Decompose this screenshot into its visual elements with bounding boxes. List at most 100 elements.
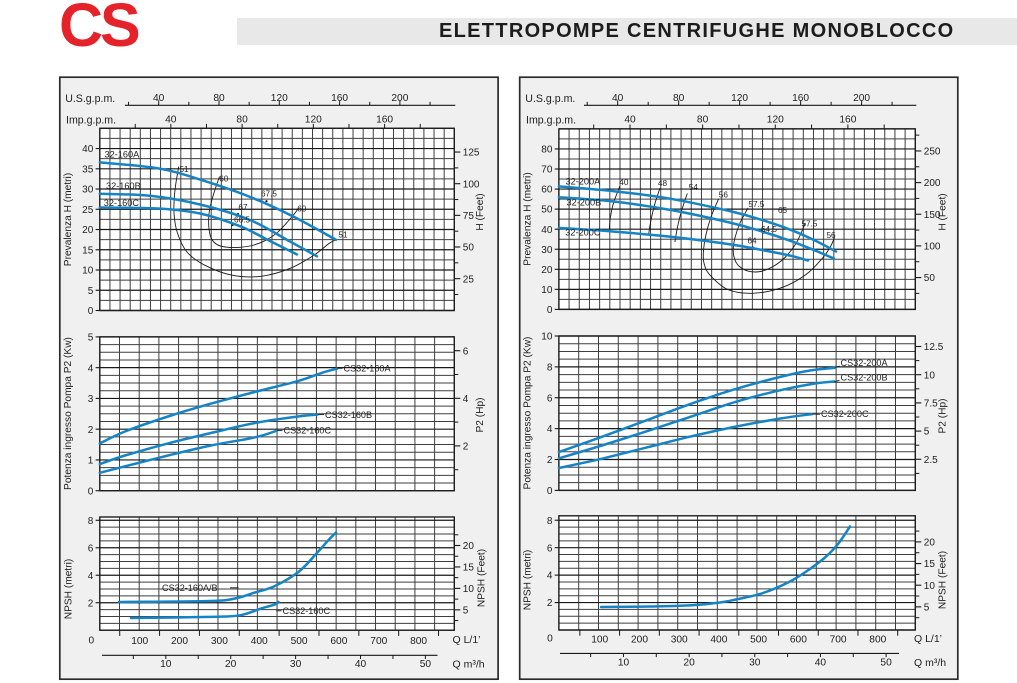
svg-text:NPSH (Feet): NPSH (Feet) — [938, 551, 949, 609]
svg-text:2: 2 — [88, 598, 94, 609]
svg-text:25: 25 — [463, 274, 475, 285]
svg-text:10: 10 — [924, 370, 936, 381]
svg-text:20: 20 — [225, 659, 237, 670]
svg-text:100: 100 — [591, 634, 608, 645]
svg-text:125: 125 — [463, 148, 480, 159]
svg-text:H (Feet): H (Feet) — [475, 193, 486, 230]
svg-text:20: 20 — [924, 538, 936, 549]
svg-text:40: 40 — [612, 93, 624, 104]
svg-text:15: 15 — [82, 245, 94, 256]
svg-text:50: 50 — [880, 658, 892, 669]
svg-text:CS32-160C: CS32-160C — [283, 606, 331, 616]
svg-text:100: 100 — [463, 179, 480, 190]
svg-text:Q L/1’: Q L/1’ — [453, 634, 481, 646]
svg-text:160: 160 — [331, 93, 348, 104]
svg-text:120: 120 — [767, 115, 784, 126]
svg-text:32-160B: 32-160B — [106, 181, 141, 191]
svg-text:Prevalenza H (metri): Prevalenza H (metri) — [523, 172, 534, 265]
svg-text:40: 40 — [355, 659, 367, 670]
svg-text:Imp.g.p.m.: Imp.g.p.m. — [526, 114, 576, 126]
svg-text:800: 800 — [869, 634, 886, 645]
svg-text:160: 160 — [792, 93, 809, 104]
svg-text:50: 50 — [541, 205, 553, 216]
svg-text:Potenza ingresso Pompa P2 (Kw): Potenza ingresso Pompa P2 (Kw) — [523, 337, 534, 490]
svg-text:10: 10 — [463, 584, 475, 595]
svg-text:80: 80 — [673, 93, 685, 104]
svg-text:160: 160 — [839, 115, 856, 126]
svg-text:32-160C: 32-160C — [104, 198, 140, 208]
svg-text:12.5: 12.5 — [924, 342, 944, 353]
svg-text:80: 80 — [697, 115, 709, 126]
svg-text:0: 0 — [88, 306, 94, 317]
svg-text:60: 60 — [297, 205, 307, 214]
svg-text:Potenza ingresso Pompa P2 (Kw): Potenza ingresso Pompa P2 (Kw) — [63, 337, 74, 490]
svg-text:P2 (Hp): P2 (Hp) — [938, 398, 949, 433]
svg-text:Q m³/h: Q m³/h — [914, 657, 946, 669]
svg-text:0: 0 — [547, 305, 553, 316]
svg-text:600: 600 — [330, 636, 347, 647]
svg-text:56: 56 — [827, 231, 837, 240]
svg-text:NPSH (Feet): NPSH (Feet) — [477, 549, 488, 607]
svg-text:70: 70 — [541, 165, 553, 176]
svg-text:50: 50 — [924, 273, 936, 284]
svg-text:15: 15 — [463, 563, 475, 574]
svg-text:20: 20 — [463, 541, 475, 552]
svg-text:CS32-160B: CS32-160B — [325, 410, 372, 420]
svg-text:8: 8 — [547, 363, 553, 374]
svg-text:CS32-160C: CS32-160C — [284, 426, 332, 436]
svg-text:800: 800 — [410, 636, 427, 647]
svg-text:30: 30 — [82, 185, 94, 196]
svg-text:700: 700 — [370, 636, 387, 647]
svg-text:50: 50 — [420, 659, 432, 670]
svg-text:U.S.g.p.m.: U.S.g.p.m. — [525, 93, 575, 105]
svg-text:50: 50 — [463, 243, 475, 254]
svg-text:5: 5 — [924, 603, 930, 614]
svg-text:2: 2 — [88, 425, 94, 436]
svg-text:400: 400 — [251, 636, 268, 647]
svg-text:250: 250 — [924, 147, 941, 158]
svg-text:64: 64 — [748, 237, 758, 246]
svg-text:1: 1 — [88, 456, 94, 467]
svg-text:25: 25 — [82, 205, 94, 216]
svg-text:75: 75 — [463, 211, 475, 222]
svg-text:100: 100 — [131, 636, 148, 647]
svg-text:80: 80 — [213, 93, 225, 104]
svg-text:4: 4 — [88, 571, 94, 582]
svg-text:20: 20 — [541, 265, 553, 276]
svg-text:5: 5 — [88, 333, 94, 344]
svg-text:600: 600 — [790, 634, 807, 645]
svg-text:CS32-200B: CS32-200B — [841, 373, 888, 383]
svg-text:35: 35 — [82, 164, 94, 175]
svg-text:P2 (Hp): P2 (Hp) — [475, 397, 486, 432]
svg-text:32-200B: 32-200B — [567, 197, 602, 207]
svg-text:2: 2 — [547, 455, 553, 466]
svg-text:U.S.g.p.m.: U.S.g.p.m. — [65, 93, 115, 105]
svg-text:2: 2 — [463, 442, 469, 453]
svg-text:7.5: 7.5 — [924, 399, 938, 410]
svg-text:0: 0 — [88, 635, 94, 646]
svg-text:200: 200 — [171, 636, 188, 647]
svg-text:2.5: 2.5 — [924, 455, 938, 466]
svg-text:32-200A: 32-200A — [566, 176, 602, 186]
svg-text:Imp.g.p.m.: Imp.g.p.m. — [66, 114, 116, 126]
svg-text:4: 4 — [547, 424, 553, 435]
svg-text:10: 10 — [541, 332, 553, 343]
svg-text:10: 10 — [160, 659, 172, 670]
svg-text:30: 30 — [749, 658, 761, 669]
svg-text:10: 10 — [82, 266, 94, 277]
svg-text:40: 40 — [619, 178, 629, 187]
svg-text:0: 0 — [547, 633, 553, 644]
svg-text:6: 6 — [88, 543, 94, 554]
svg-text:6: 6 — [547, 393, 553, 404]
svg-text:Q L/1’: Q L/1’ — [914, 633, 942, 645]
svg-text:60: 60 — [219, 175, 229, 184]
svg-text:Prevalenza H (metri): Prevalenza H (metri) — [63, 173, 74, 266]
svg-text:8: 8 — [547, 516, 553, 527]
svg-text:400: 400 — [710, 634, 727, 645]
svg-text:CS32-200C: CS32-200C — [821, 409, 869, 419]
svg-text:0: 0 — [88, 486, 94, 497]
svg-text:200: 200 — [924, 178, 941, 189]
svg-text:CS32-200A: CS32-200A — [841, 358, 889, 368]
svg-text:200: 200 — [853, 93, 870, 104]
svg-text:0: 0 — [547, 486, 553, 497]
